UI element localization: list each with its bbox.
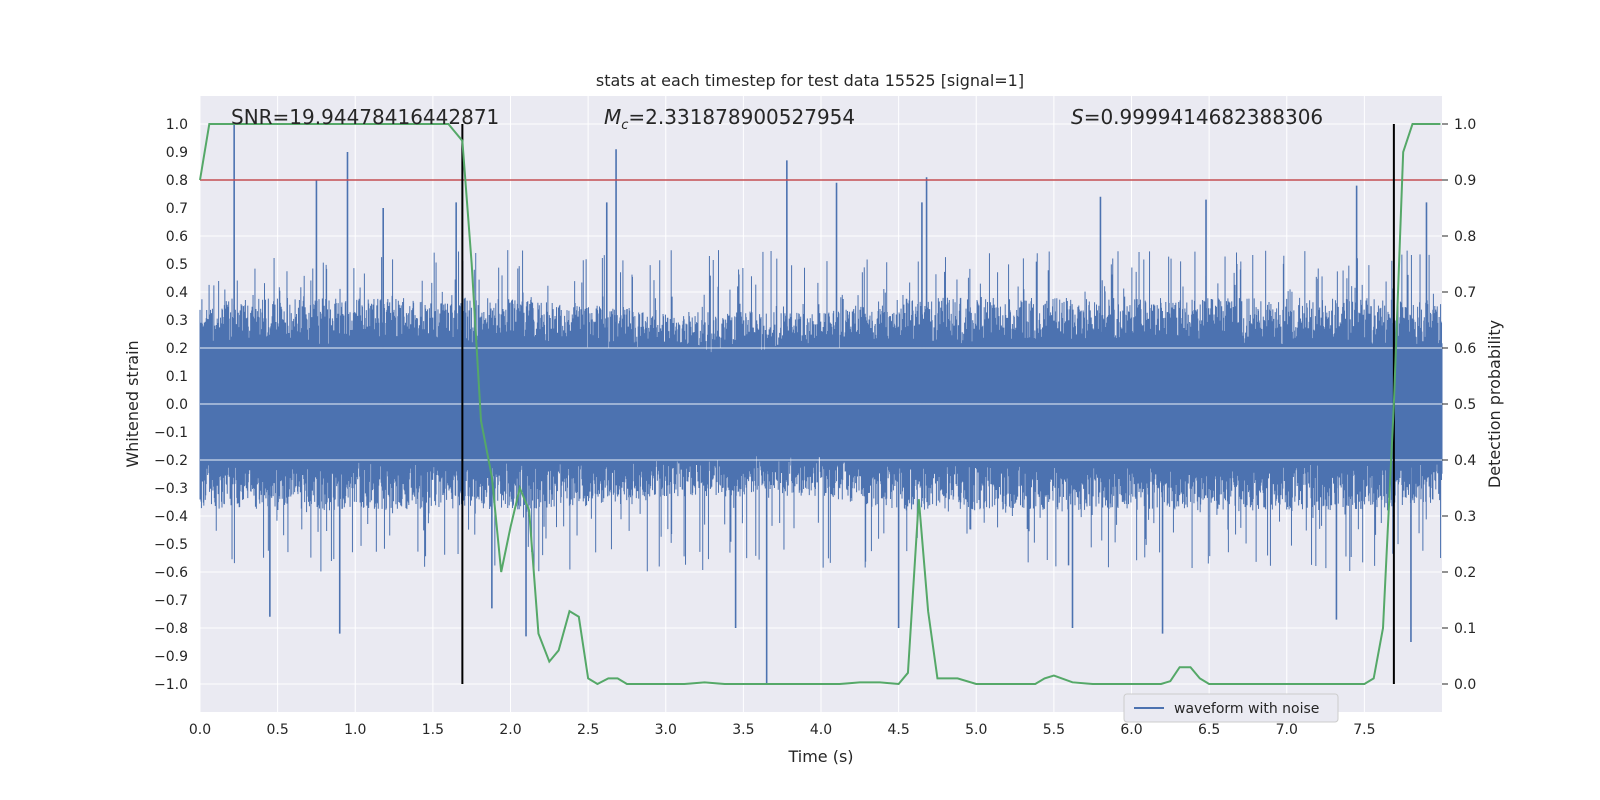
y-right-tick-label: 0.9 bbox=[1454, 173, 1476, 189]
y-left-tick-label: −0.5 bbox=[154, 537, 188, 553]
chirp-mass-symbol: M bbox=[604, 105, 621, 129]
y-axis-label-left: Whitened strain bbox=[123, 340, 142, 467]
x-tick-label: 6.0 bbox=[1120, 722, 1142, 738]
x-axis: 0.0 0.5 1.0 1.5 2.0 2.5 3.0 3.5 4.0 4.5 5.0 5.5 6.0 6… bbox=[189, 722, 1376, 738]
y-left-tick-label: −0.1 bbox=[154, 425, 188, 441]
x-tick-label: 3.5 bbox=[732, 722, 754, 738]
y-right-tick-label: 0.6 bbox=[1454, 341, 1476, 357]
legend: waveform with noise bbox=[1123, 693, 1339, 723]
y-axis-label-right: Detection probability bbox=[1485, 320, 1504, 488]
waveform-series bbox=[199, 124, 1443, 684]
y-right-tick-label: 0.7 bbox=[1454, 285, 1476, 301]
left-axis: 1.0 0.9 0.8 0.7 0.6 0.5 0.4 0.3 0.2 0.1 0.0 −0.1 −0.… bbox=[154, 117, 188, 693]
snr-annotation: SNR=19.94478416442871 bbox=[231, 105, 499, 129]
overlays bbox=[199, 123, 1442, 686]
y-left-tick-label: 0.3 bbox=[166, 313, 188, 329]
x-tick-label: 5.5 bbox=[1043, 722, 1065, 738]
x-tick-label: 2.0 bbox=[499, 722, 521, 738]
x-tick-label: 0.0 bbox=[189, 722, 211, 738]
x-tick-label: 0.5 bbox=[266, 722, 288, 738]
y-right-tick-label: 0.4 bbox=[1454, 453, 1476, 469]
chart-title: stats at each timestep for test data 155… bbox=[596, 71, 1024, 90]
y-left-tick-label: 0.9 bbox=[166, 145, 188, 161]
y-right-tick-label: 0.0 bbox=[1454, 677, 1476, 693]
chirp-mass-subscript: c bbox=[621, 118, 628, 133]
y-left-tick-label: 0.0 bbox=[166, 397, 188, 413]
x-tick-label: 4.0 bbox=[810, 722, 832, 738]
y-right-tick-label: 0.2 bbox=[1454, 565, 1476, 581]
x-tick-label: 7.5 bbox=[1353, 722, 1375, 738]
x-tick-label: 5.0 bbox=[965, 722, 987, 738]
x-tick-label: 1.0 bbox=[344, 722, 366, 738]
y-right-tick-label: 0.8 bbox=[1454, 229, 1476, 245]
legend-box bbox=[1123, 693, 1339, 723]
y-left-tick-label: −0.7 bbox=[154, 593, 188, 609]
y-left-tick-label: 0.7 bbox=[166, 201, 188, 217]
x-tick-label: 6.5 bbox=[1198, 722, 1220, 738]
waveform-trace bbox=[199, 250, 1443, 572]
chirp-mass-value: =2.331878900527954 bbox=[628, 105, 855, 129]
x-tick-label: 3.0 bbox=[655, 722, 677, 738]
y-left-tick-label: 0.1 bbox=[166, 369, 188, 385]
right-axis: 1.0 0.9 0.8 0.7 0.6 0.5 0.4 0.3 0.2 0.1 0.0 bbox=[1442, 117, 1476, 693]
y-left-tick-label: 1.0 bbox=[166, 117, 188, 133]
score-symbol: S bbox=[1071, 105, 1084, 129]
y-left-tick-label: 0.2 bbox=[166, 341, 188, 357]
x-axis-label: Time (s) bbox=[787, 747, 853, 766]
y-right-tick-label: 0.1 bbox=[1454, 621, 1476, 637]
y-right-tick-label: 1.0 bbox=[1454, 117, 1476, 133]
y-left-tick-label: −0.2 bbox=[154, 453, 188, 469]
x-tick-label: 1.5 bbox=[422, 722, 444, 738]
y-left-tick-label: −0.6 bbox=[154, 565, 188, 581]
x-tick-label: 2.5 bbox=[577, 722, 599, 738]
y-right-tick-label: 0.3 bbox=[1454, 509, 1476, 525]
score-value: =0.9999414682388306 bbox=[1084, 105, 1323, 129]
y-left-tick-label: 0.5 bbox=[166, 257, 188, 273]
legend-label: waveform with noise bbox=[1174, 701, 1319, 717]
chirp-mass-annotation: Mc=2.331878900527954 bbox=[604, 105, 855, 133]
detection-probability-line bbox=[199, 123, 1441, 686]
y-right-tick-label: 0.5 bbox=[1454, 397, 1476, 413]
y-left-tick-label: 0.8 bbox=[166, 173, 188, 189]
y-left-tick-label: −0.8 bbox=[154, 621, 188, 637]
y-left-tick-label: −0.9 bbox=[154, 649, 188, 665]
y-left-tick-label: −1.0 bbox=[154, 677, 188, 693]
score-annotation: S=0.9999414682388306 bbox=[1071, 105, 1323, 129]
x-tick-label: 7.0 bbox=[1276, 722, 1298, 738]
y-left-tick-label: 0.6 bbox=[166, 229, 188, 245]
y-left-tick-label: −0.4 bbox=[154, 509, 188, 525]
x-tick-label: 4.5 bbox=[887, 722, 909, 738]
y-left-tick-label: 0.4 bbox=[166, 285, 188, 301]
y-left-tick-label: −0.3 bbox=[154, 481, 188, 497]
